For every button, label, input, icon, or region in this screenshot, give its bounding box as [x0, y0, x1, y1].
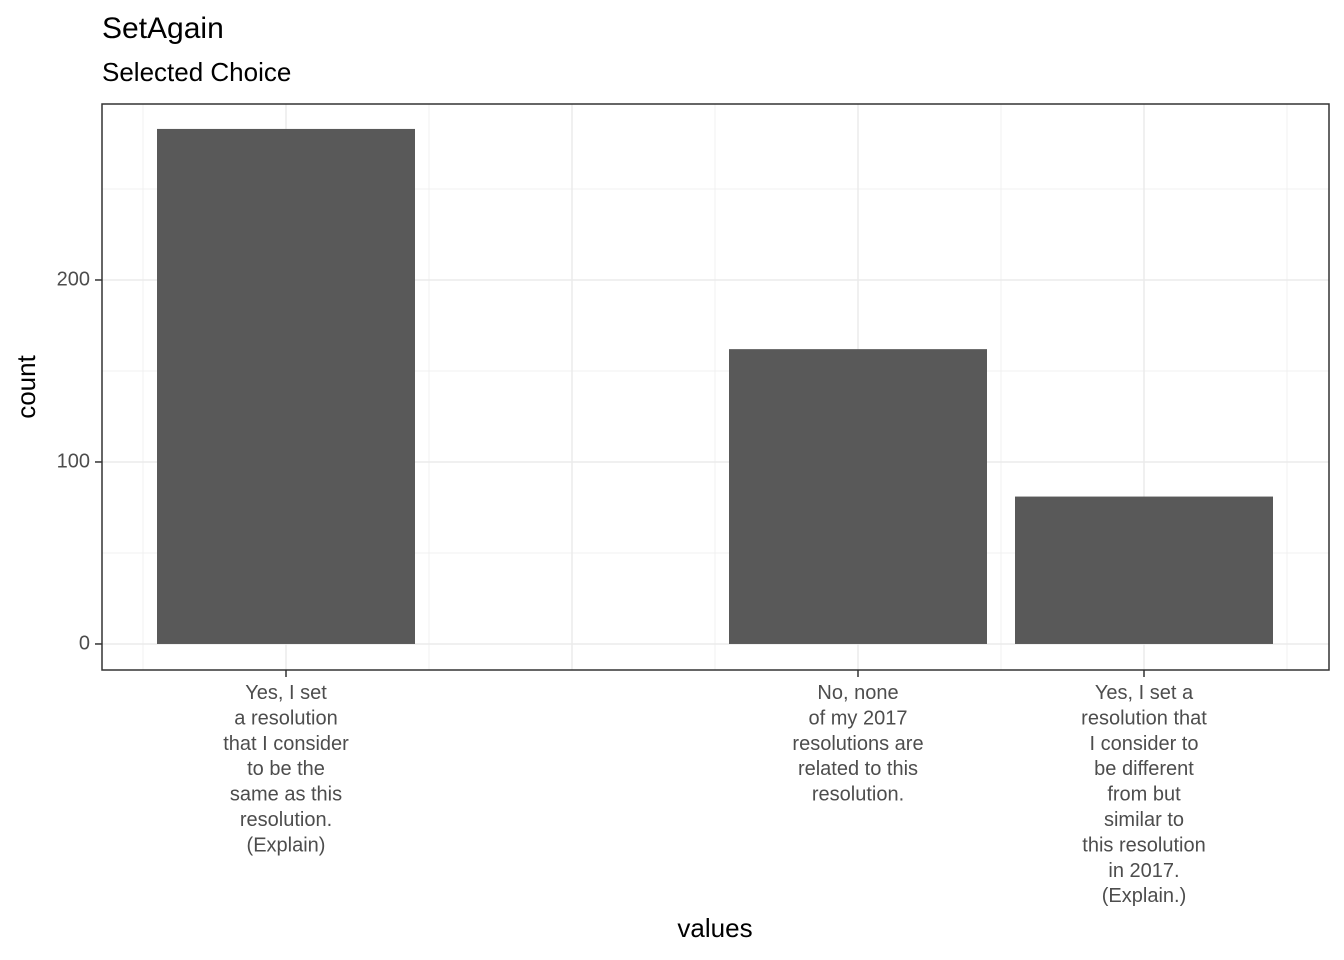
x-axis-title: values — [677, 913, 752, 943]
x-tick-label: Yes, I set a resolution that I consider to … — [223, 682, 349, 856]
x-tick-label: No, none of my 2017 resolutions are related… — [792, 682, 923, 806]
bar — [1015, 496, 1273, 644]
y-tick-label: 100 — [57, 450, 90, 472]
y-axis-title: count — [11, 354, 41, 418]
x-tick-label: Yes, I set a resolution that I consider to… — [1081, 682, 1207, 907]
chart-title: SetAgain — [102, 12, 224, 45]
panel-border — [101, 103, 1330, 671]
chart-subtitle: Selected Choice — [102, 57, 291, 87]
y-tick-label: 0 — [79, 632, 90, 654]
bar — [729, 349, 987, 644]
y-tick-label: 200 — [57, 268, 90, 290]
bar — [157, 128, 415, 644]
